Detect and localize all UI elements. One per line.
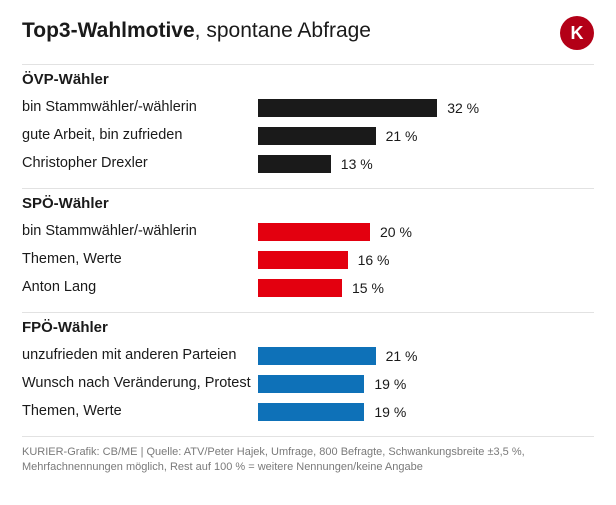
bar	[258, 251, 348, 269]
bar	[258, 347, 376, 365]
bar-row: Themen, Werte 19 %	[22, 400, 594, 424]
bar	[258, 127, 376, 145]
bar-row: bin Stammwähler/-wählerin 20 %	[22, 220, 594, 244]
bar-row: Wunsch nach Veränderung, Protest 19 %	[22, 372, 594, 396]
bar-value: 21 %	[386, 128, 418, 144]
bar-value: 15 %	[352, 280, 384, 296]
bar	[258, 223, 370, 241]
chart-container: Top3-Wahlmotive, spontane Abfrage K ÖVP-…	[0, 0, 616, 487]
bar-label: unzufrieden mit anderen Parteien	[22, 348, 258, 364]
bar-group: FPÖ-Wähler unzufrieden mit anderen Partei…	[22, 312, 594, 424]
bar-value: 32 %	[447, 100, 479, 116]
bar-row: Themen, Werte 16 %	[22, 248, 594, 272]
bar-cell: 15 %	[258, 279, 594, 297]
bar-cell: 13 %	[258, 155, 594, 173]
group-title: SPÖ-Wähler	[22, 188, 594, 212]
bar-label: Themen, Werte	[22, 404, 258, 420]
logo-letter: K	[571, 23, 584, 44]
bar-value: 21 %	[386, 348, 418, 364]
bar-row: unzufrieden mit anderen Parteien 21 %	[22, 344, 594, 368]
bar-row: Christopher Drexler 13 %	[22, 152, 594, 176]
group-title: FPÖ-Wähler	[22, 312, 594, 336]
bar-cell: 19 %	[258, 375, 594, 393]
bar	[258, 375, 364, 393]
bar-cell: 21 %	[258, 347, 594, 365]
bar-value: 19 %	[374, 404, 406, 420]
bar-value: 20 %	[380, 224, 412, 240]
bar-cell: 16 %	[258, 251, 594, 269]
bar-row: Anton Lang 15 %	[22, 276, 594, 300]
bar	[258, 279, 342, 297]
bar-row: bin Stammwähler/-wählerin 32 %	[22, 96, 594, 120]
bar-cell: 20 %	[258, 223, 594, 241]
bar-label: gute Arbeit, bin zufrieden	[22, 128, 258, 144]
bar-group: ÖVP-Wähler bin Stammwähler/-wählerin 32 % g…	[22, 64, 594, 176]
bar-label: bin Stammwähler/-wählerin	[22, 224, 258, 240]
footnote-line-1: KURIER-Grafik: CB/ME | Quelle: ATV/Peter…	[22, 445, 594, 460]
kurier-logo-icon: K	[560, 16, 594, 50]
bar-groups: ÖVP-Wähler bin Stammwähler/-wählerin 32 % g…	[22, 64, 594, 424]
footnote-block: KURIER-Grafik: CB/ME | Quelle: ATV/Peter…	[22, 436, 594, 475]
bar-cell: 19 %	[258, 403, 594, 421]
bar-label: Anton Lang	[22, 280, 258, 296]
title-light: , spontane Abfrage	[195, 19, 371, 42]
bar-value: 19 %	[374, 376, 406, 392]
footnote-line-2: Mehrfachnennungen möglich, Rest auf 100 …	[22, 460, 594, 475]
bar	[258, 99, 437, 117]
bar-label: Wunsch nach Veränderung, Protest	[22, 376, 258, 392]
header: Top3-Wahlmotive, spontane Abfrage K	[22, 18, 594, 50]
bar-value: 13 %	[341, 156, 373, 172]
title-bold: Top3-Wahlmotive	[22, 19, 195, 42]
bar-row: gute Arbeit, bin zufrieden 21 %	[22, 124, 594, 148]
bar-label: Christopher Drexler	[22, 156, 258, 172]
bar-cell: 21 %	[258, 127, 594, 145]
bar-cell: 32 %	[258, 99, 594, 117]
group-title: ÖVP-Wähler	[22, 64, 594, 88]
bar-value: 16 %	[358, 252, 390, 268]
bar	[258, 403, 364, 421]
bar-label: bin Stammwähler/-wählerin	[22, 100, 258, 116]
chart-title: Top3-Wahlmotive, spontane Abfrage	[22, 18, 371, 43]
bar-label: Themen, Werte	[22, 252, 258, 268]
bar-group: SPÖ-Wähler bin Stammwähler/-wählerin 20 % T…	[22, 188, 594, 300]
bar	[258, 155, 331, 173]
